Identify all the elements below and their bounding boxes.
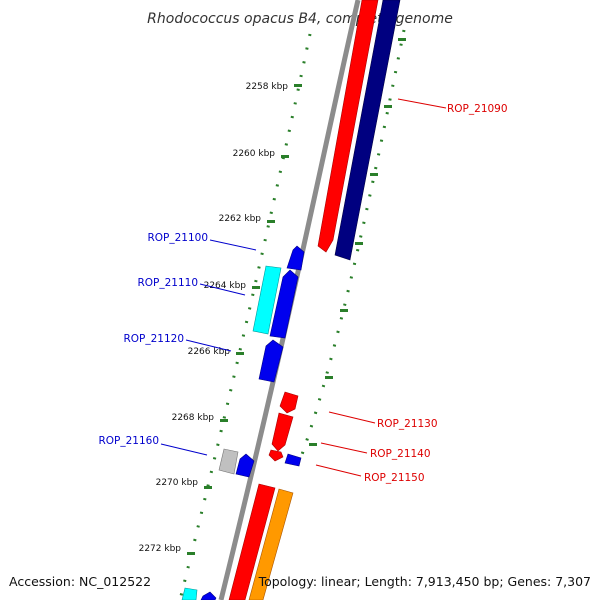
leader-line [328, 411, 376, 424]
gene-rop-21090[interactable] [317, 0, 401, 261]
gene-rop-21100[interactable] [286, 245, 305, 271]
gene-orange-lower [248, 488, 294, 600]
gene-rop-21130[interactable] [279, 391, 299, 414]
ruler-tick-right [370, 173, 378, 176]
ruler-tick-2270: 2270 kbp [156, 478, 212, 489]
label-rop-21160[interactable]: ROP_21160 [98, 435, 208, 456]
gene-label: ROP_21150 [364, 472, 425, 484]
tick-label: 2272 kbp [139, 544, 182, 554]
ruler-tick-2272: 2272 kbp [139, 544, 195, 555]
ruler-tick-right [309, 443, 317, 446]
gene-label: ROP_21100 [147, 232, 208, 244]
tick-label: 2260 kbp [233, 149, 276, 159]
ruler-minor-dots [178, 33, 312, 600]
tick-label: 2264 kbp [204, 281, 247, 291]
leader-line [199, 283, 246, 296]
gene-label: ROP_21160 [98, 435, 159, 447]
gene-rop-21120[interactable] [258, 339, 284, 383]
tick-label: 2268 kbp [172, 413, 215, 423]
leader-line [397, 98, 447, 109]
label-rop-21140[interactable]: ROP_21140 [320, 442, 431, 460]
ruler-tick-2266: 2266 kbp [188, 347, 244, 357]
leader-line [320, 442, 368, 454]
gene-arrow-blue [235, 453, 255, 478]
gene-arrow-red [228, 483, 276, 600]
leader-line [185, 339, 232, 352]
tick-label: 2270 kbp [156, 478, 199, 488]
topology-text: Topology: linear; Length: 7,913,450 bp; … [258, 574, 591, 589]
leader-line [160, 443, 208, 456]
tick-label: 2258 kbp [246, 82, 289, 92]
ruler-tick-right [355, 242, 363, 245]
gene-arrow-cyan [181, 587, 198, 600]
ruler-tick-right [340, 309, 348, 312]
label-rop-21100[interactable]: ROP_21100 [147, 232, 257, 251]
leader-line [209, 239, 257, 251]
label-rop-21090[interactable]: ROP_21090 [397, 98, 508, 115]
gene-red-lower [228, 483, 276, 600]
genome-backbone [218, 0, 361, 600]
tick-label: 2262 kbp [219, 214, 262, 224]
gene-arrow-navy [334, 0, 401, 261]
gene-rop-21140[interactable] [268, 412, 294, 462]
ruler-tick-right [325, 376, 333, 379]
gene-label: ROP_21130 [377, 418, 438, 430]
gene-arrow-red [271, 412, 294, 452]
leader-line [315, 464, 362, 477]
gene-label: ROP_21120 [123, 333, 184, 345]
gene-label: ROP_21090 [447, 103, 508, 115]
ruler-tick-2260: 2260 kbp [233, 149, 289, 159]
gene-arrow-red [317, 0, 379, 253]
gene-arrow-blue [286, 245, 305, 271]
accession-text: Accession: NC_012522 [9, 574, 151, 589]
gene-arrow-blue [200, 591, 217, 600]
gene-arrow-red [279, 391, 299, 414]
label-rop-21120[interactable]: ROP_21120 [123, 333, 232, 352]
gene-arrow-cyan [252, 265, 282, 335]
label-rop-21150[interactable]: ROP_21150 [315, 464, 425, 484]
ruler-tick-2268: 2268 kbp [172, 413, 228, 423]
gene-arrow-blue [269, 269, 299, 339]
gene-arrow-orange [248, 488, 294, 600]
gene-label: ROP_21110 [137, 277, 198, 289]
gene-cyan-bottom [181, 587, 217, 600]
tick-label: 2266 kbp [188, 347, 231, 357]
ruler-tick-2264: 2264 kbp [204, 281, 260, 291]
ruler-tick-right [384, 105, 392, 108]
gene-rop-21160[interactable] [218, 448, 255, 478]
gene-arrow-gray [218, 448, 239, 475]
gene-rop-21150[interactable] [284, 453, 302, 467]
label-rop-21130[interactable]: ROP_21130 [328, 411, 438, 430]
label-rop-21110[interactable]: ROP_21110 [137, 277, 246, 296]
ruler-tick-2258: 2258 kbp [246, 82, 302, 92]
gene-label: ROP_21140 [370, 448, 431, 460]
map-title: Rhodococcus opacus B4, complete genome [147, 11, 453, 27]
gene-arrow-blue [258, 339, 284, 383]
gene-rop-21110[interactable] [252, 265, 299, 339]
ruler-tick-2262: 2262 kbp [219, 214, 275, 224]
gene-arrow-red-small [268, 449, 284, 462]
ruler-tick-right [398, 38, 406, 41]
gene-arrow-blue [284, 453, 302, 467]
